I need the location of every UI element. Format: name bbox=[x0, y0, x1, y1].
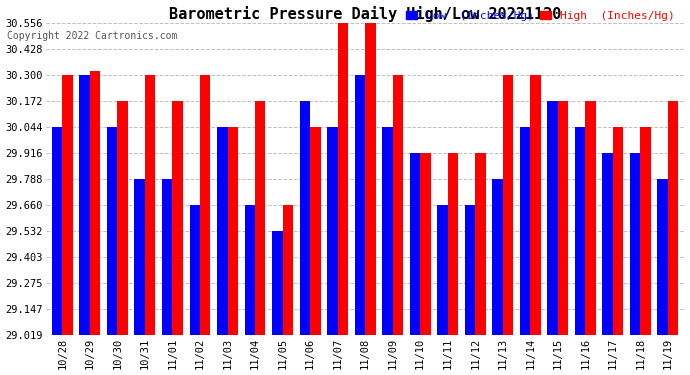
Bar bbox=[327, 127, 337, 335]
Bar bbox=[162, 179, 172, 335]
Bar bbox=[228, 127, 238, 335]
Bar bbox=[283, 205, 293, 335]
Bar bbox=[613, 127, 623, 335]
Bar bbox=[547, 101, 558, 335]
Bar bbox=[135, 179, 145, 335]
Bar bbox=[585, 101, 595, 335]
Legend: Low  (Inches/Hg), High  (Inches/Hg): Low (Inches/Hg), High (Inches/Hg) bbox=[402, 6, 679, 25]
Bar bbox=[410, 153, 420, 335]
Bar bbox=[575, 127, 585, 335]
Bar bbox=[310, 127, 321, 335]
Bar bbox=[190, 205, 200, 335]
Bar bbox=[90, 70, 100, 335]
Bar bbox=[658, 179, 668, 335]
Bar bbox=[365, 23, 375, 335]
Bar bbox=[337, 23, 348, 335]
Bar bbox=[640, 127, 651, 335]
Bar bbox=[492, 179, 503, 335]
Bar bbox=[630, 153, 640, 335]
Bar bbox=[79, 75, 90, 335]
Bar bbox=[531, 75, 541, 335]
Text: Copyright 2022 Cartronics.com: Copyright 2022 Cartronics.com bbox=[7, 32, 177, 41]
Bar bbox=[52, 127, 62, 335]
Bar bbox=[448, 153, 458, 335]
Bar bbox=[355, 75, 365, 335]
Title: Barometric Pressure Daily High/Low 20221120: Barometric Pressure Daily High/Low 20221… bbox=[169, 6, 562, 21]
Bar bbox=[117, 101, 128, 335]
Bar bbox=[668, 101, 678, 335]
Bar bbox=[602, 153, 613, 335]
Bar bbox=[475, 153, 486, 335]
Bar bbox=[200, 75, 210, 335]
Bar bbox=[145, 75, 155, 335]
Bar bbox=[393, 75, 403, 335]
Bar bbox=[558, 101, 569, 335]
Bar bbox=[107, 127, 117, 335]
Bar bbox=[520, 127, 531, 335]
Bar bbox=[299, 101, 310, 335]
Bar bbox=[272, 231, 283, 335]
Bar bbox=[382, 127, 393, 335]
Bar bbox=[255, 101, 266, 335]
Bar bbox=[244, 205, 255, 335]
Bar bbox=[62, 75, 73, 335]
Bar bbox=[420, 153, 431, 335]
Bar bbox=[172, 101, 183, 335]
Bar bbox=[503, 75, 513, 335]
Bar bbox=[437, 205, 448, 335]
Bar bbox=[465, 205, 475, 335]
Bar bbox=[217, 127, 228, 335]
